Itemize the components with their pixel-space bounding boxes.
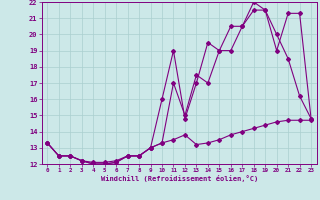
X-axis label: Windchill (Refroidissement éolien,°C): Windchill (Refroidissement éolien,°C) <box>100 175 258 182</box>
